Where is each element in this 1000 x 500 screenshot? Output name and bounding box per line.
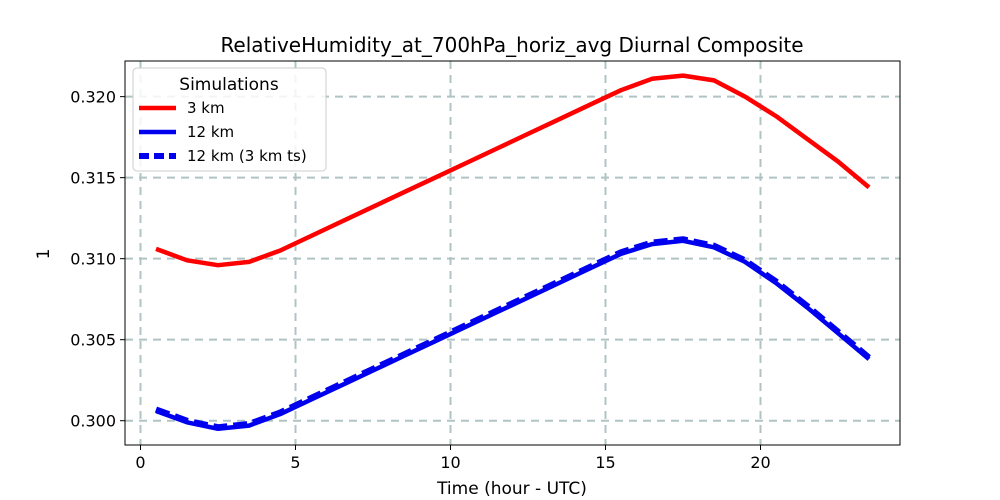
series-line-3-km — [155, 73, 871, 268]
series-lines — [154, 73, 871, 432]
x-tick-label: 20 — [750, 453, 770, 472]
x-tick-label: 10 — [440, 453, 460, 472]
y-tick-label: 0.310 — [70, 250, 116, 269]
x-tick-label: 5 — [290, 453, 300, 472]
x-tick-label: 15 — [595, 453, 615, 472]
plot-area-frame — [124, 60, 901, 446]
chart-title: RelativeHumidity_at_700hPa_horiz_avg Diu… — [220, 33, 803, 57]
series-line-12-km — [155, 238, 871, 432]
axis-ticks: 0 5 10 15 20 0.300 0.305 0.310 0.315 0.320 — [70, 88, 770, 472]
legend-label-12-km-3-km-ts: 12 km (3 km ts) — [187, 147, 307, 165]
y-tick-label: 0.315 — [70, 169, 116, 188]
y-tick-label: 0.320 — [70, 88, 116, 107]
legend-label-3-km: 3 km — [187, 99, 225, 117]
legend-box — [132, 67, 327, 172]
legend-entries: 3 km 12 km 12 km (3 km ts) — [139, 99, 307, 165]
y-tick-label: 0.300 — [70, 412, 116, 431]
y-tick-label: 0.305 — [70, 331, 116, 350]
y-axis-label: 1 — [34, 249, 54, 260]
x-axis-label: Time (hour - UTC) — [436, 479, 587, 499]
series-line-12-km-3-km-ts — [154, 236, 871, 431]
legend: Simulations 3 km 12 km 12 km (3 km ts) — [132, 67, 327, 172]
legend-title: Simulations — [179, 75, 279, 95]
legend-label-12-km: 12 km — [187, 123, 234, 141]
x-tick-label: 0 — [135, 453, 145, 472]
